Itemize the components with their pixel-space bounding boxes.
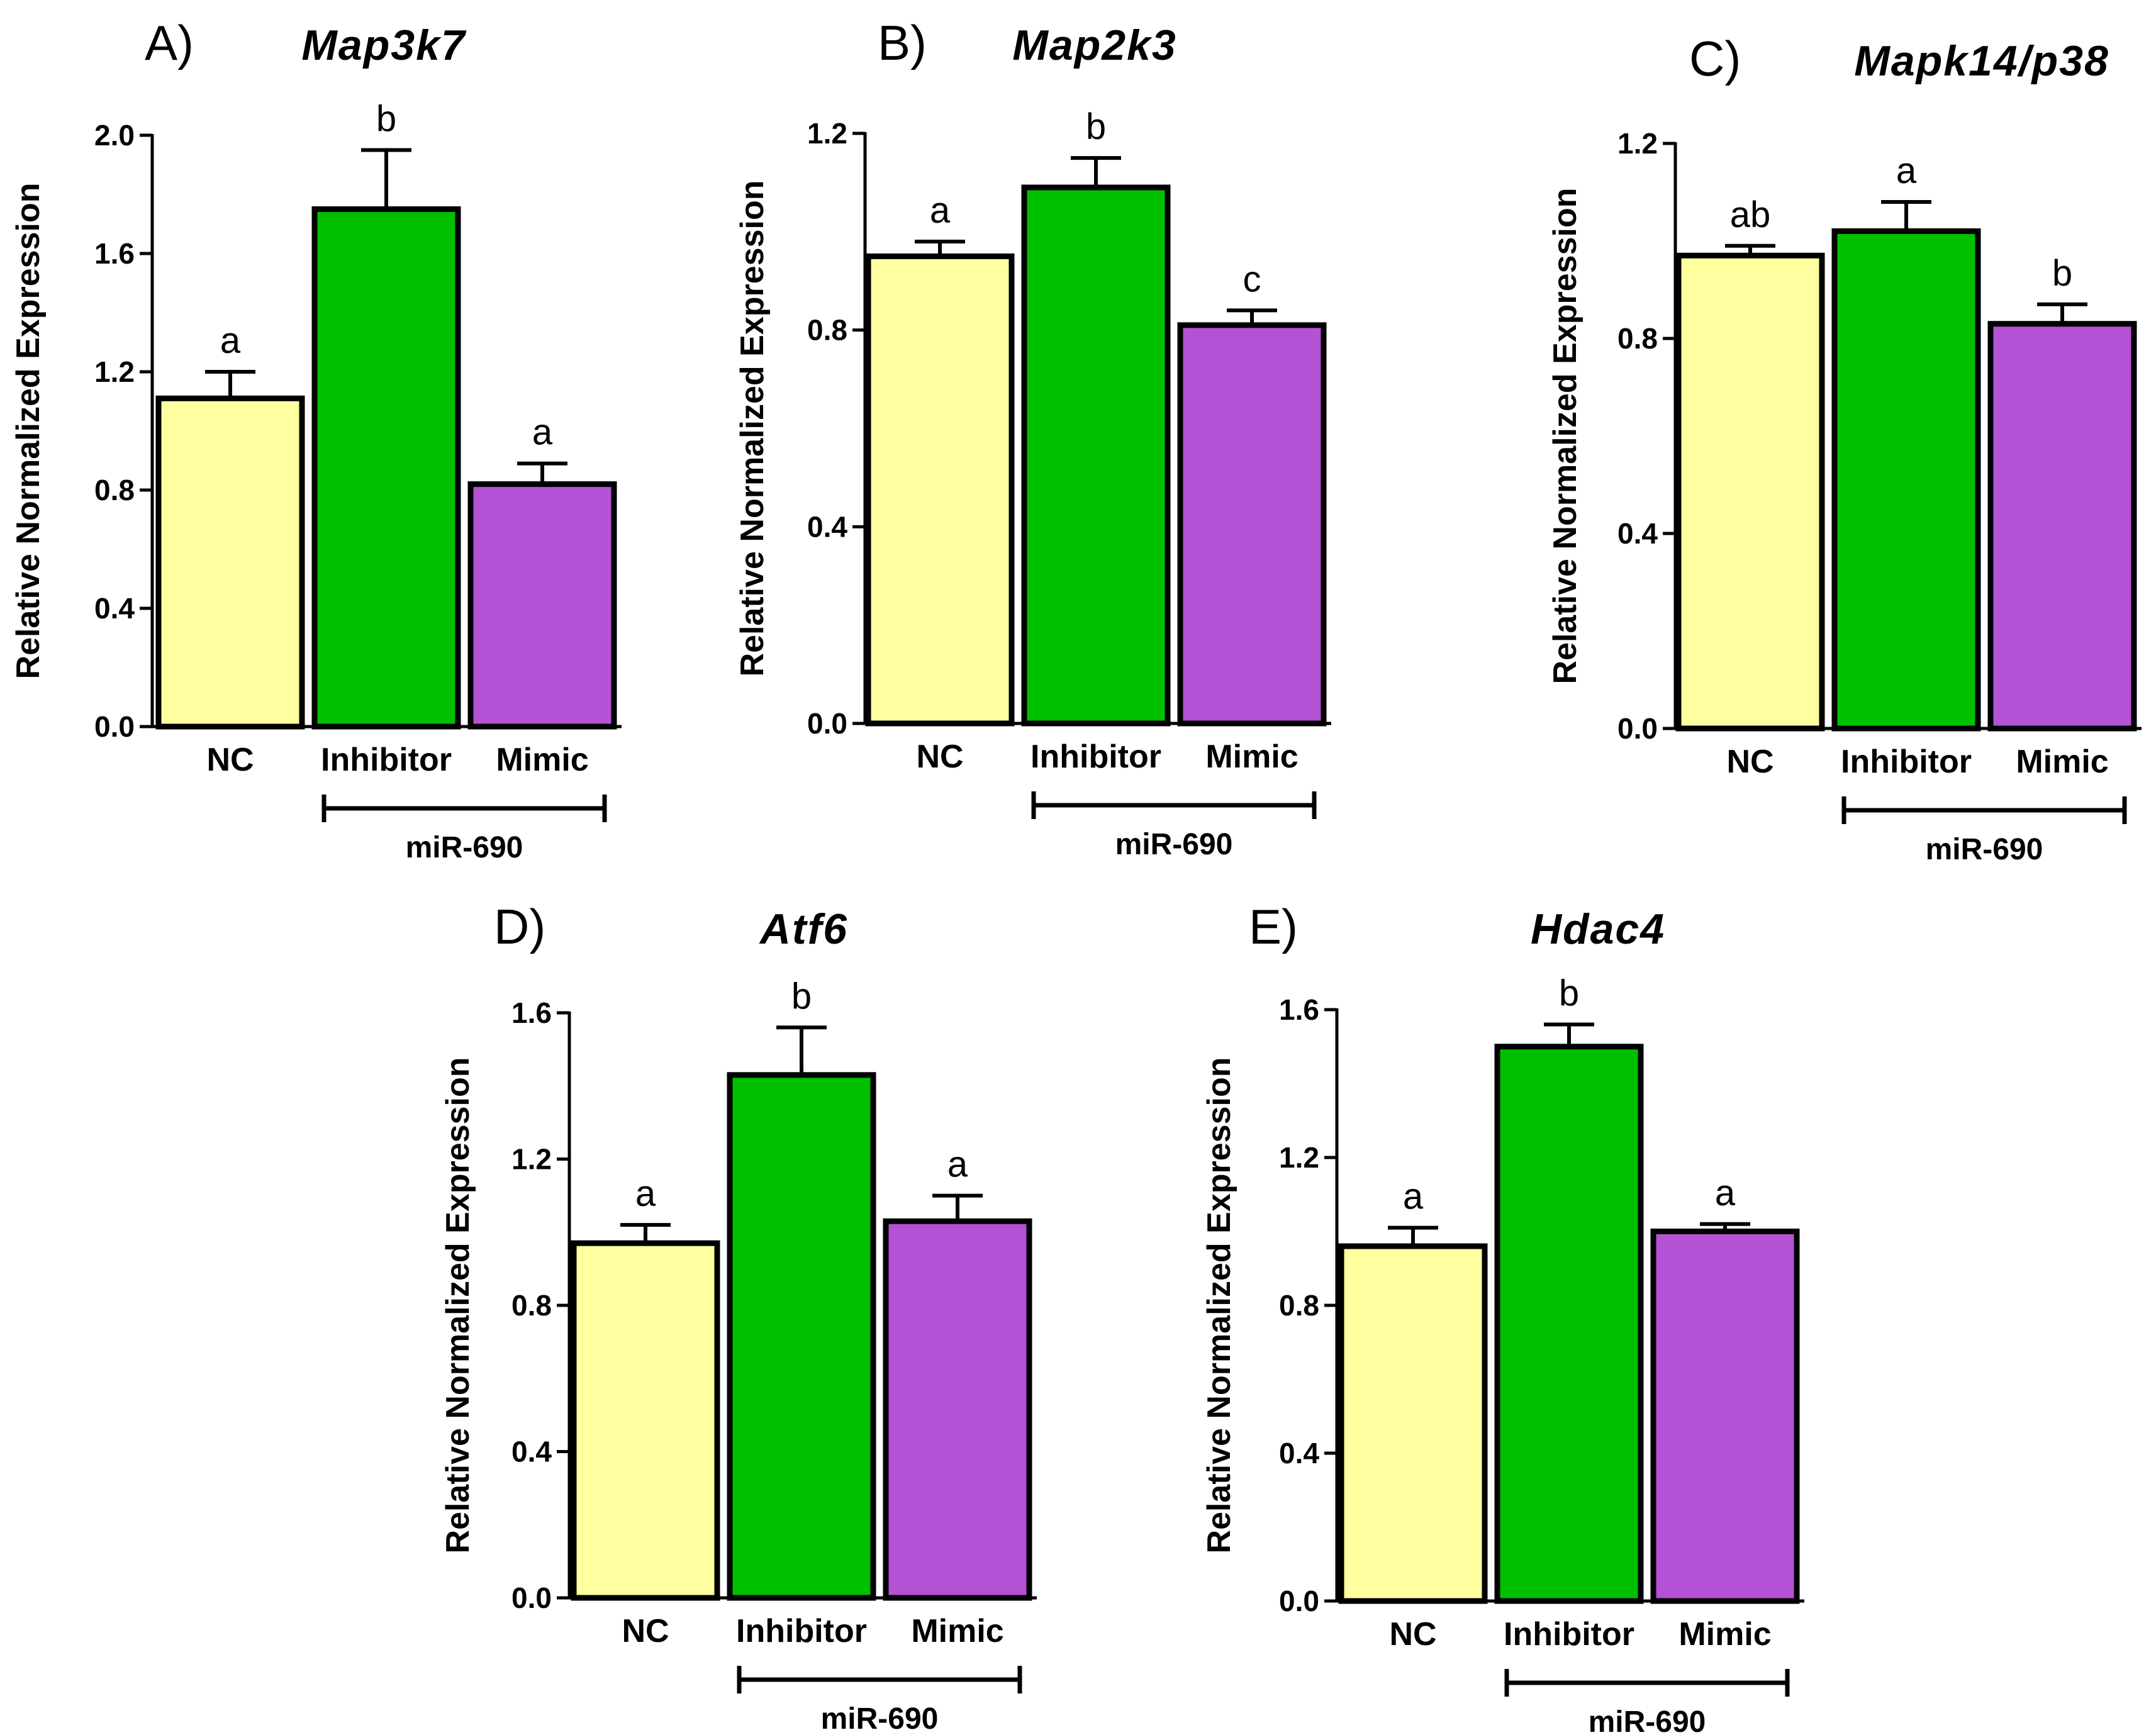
x-tick-label: Mimic <box>2016 744 2108 780</box>
bar-mimic <box>467 481 617 730</box>
chart-title: Mapk14/p38 <box>1854 37 2109 85</box>
y-tick-label: 0.4 <box>94 592 135 625</box>
bar-inhibitor <box>1831 228 1981 732</box>
significance-letter: b <box>1086 106 1106 147</box>
y-tick-label: 0.8 <box>1279 1289 1319 1322</box>
x-tick-label: NC <box>916 739 963 775</box>
chart-panel-e: E) Hdac4 Relative Normalized Expression 0.0… <box>1201 899 1804 1735</box>
bar-nc <box>865 253 1015 727</box>
x-tick-label: Mimic <box>1678 1616 1771 1653</box>
x-tick-label: Mimic <box>911 1613 1003 1649</box>
x-tick-label: Mimic <box>496 742 588 778</box>
y-tick-label: 0.8 <box>511 1289 552 1322</box>
group-label: miR-690 <box>1926 833 2043 866</box>
panel-letter: E) <box>1249 899 1298 954</box>
y-axis-label: Relative Normalized Expression <box>10 183 47 679</box>
significance-letter: c <box>1243 259 1261 299</box>
y-tick-label: 0.0 <box>511 1582 552 1614</box>
y-tick-label: 1.6 <box>511 996 552 1029</box>
chart-title: Map2k3 <box>1012 21 1176 69</box>
bar-mimic <box>1650 1229 1800 1604</box>
group-label: miR-690 <box>1589 1705 1706 1735</box>
significance-letter: a <box>532 412 553 453</box>
y-tick-label: 0.0 <box>94 710 135 743</box>
y-tick-label: 1.2 <box>1279 1141 1319 1174</box>
significance-letter: a <box>220 320 241 361</box>
significance-letter: a <box>947 1144 968 1185</box>
bar-nc <box>1338 1243 1488 1604</box>
bar-inhibitor <box>311 206 461 730</box>
y-tick-label: 0.4 <box>807 510 847 543</box>
y-tick-label: 1.6 <box>1279 993 1319 1026</box>
bar-inhibitor <box>727 1072 876 1601</box>
y-axis-label: Relative Normalized Expression <box>734 181 771 677</box>
x-tick-label: Mimic <box>1205 739 1298 775</box>
x-tick-label: Inhibitor <box>1841 744 1972 780</box>
bar-inhibitor <box>1494 1044 1644 1604</box>
y-tick-label: 0.8 <box>94 474 135 506</box>
y-tick-label: 0.0 <box>1279 1585 1319 1617</box>
significance-letter: ab <box>1730 194 1771 235</box>
significance-letter: b <box>791 976 812 1017</box>
chart-title: Hdac4 <box>1531 905 1665 953</box>
group-label: miR-690 <box>821 1702 939 1735</box>
x-tick-label: Inhibitor <box>1031 739 1161 775</box>
y-axis-label: Relative Normalized Expression <box>440 1057 476 1554</box>
significance-letter: a <box>1896 150 1917 191</box>
y-axis-label: Relative Normalized Expression <box>1201 1057 1237 1554</box>
y-tick-label: 0.8 <box>807 314 847 347</box>
x-tick-label: Inhibitor <box>1504 1616 1634 1653</box>
x-tick-label: NC <box>1726 744 1773 780</box>
group-label: miR-690 <box>1115 828 1233 861</box>
x-tick-label: NC <box>1389 1616 1436 1653</box>
y-tick-label: 0.4 <box>1617 517 1658 550</box>
significance-letter: b <box>1559 973 1579 1014</box>
chart-panel-d: D) Atf6 Relative Normalized Expression 0.0 0… <box>440 899 1037 1735</box>
chart-panel-b: B) Map2k3 Relative Normalized Expression 0.… <box>734 15 1331 861</box>
significance-letter: a <box>1715 1173 1736 1213</box>
bar-nc <box>155 395 305 730</box>
y-axis-label: Relative Normalized Expression <box>1547 188 1583 684</box>
chart-panel-a: A) Map3k7 Relative Normalized Expression 0.… <box>10 15 622 864</box>
bar-mimic <box>1987 321 2137 732</box>
bar-nc <box>571 1240 720 1601</box>
bar-nc <box>1675 252 1825 732</box>
x-tick-label: NC <box>622 1613 669 1649</box>
x-tick-label: Inhibitor <box>736 1613 867 1649</box>
significance-letter: b <box>376 99 396 140</box>
y-tick-label: 0.4 <box>1279 1437 1319 1470</box>
y-tick-label: 0.8 <box>1617 322 1658 355</box>
panel-letter: D) <box>494 899 545 954</box>
group-label: miR-690 <box>406 831 523 864</box>
significance-letter: a <box>635 1173 656 1214</box>
x-tick-label: Inhibitor <box>321 742 452 778</box>
bar-mimic <box>1177 322 1327 727</box>
y-tick-label: 1.6 <box>94 237 135 270</box>
y-tick-label: 0.0 <box>807 707 847 740</box>
panel-letter: B) <box>878 15 927 70</box>
chart-title: Atf6 <box>759 905 848 953</box>
y-tick-label: 1.2 <box>94 355 135 388</box>
bar-inhibitor <box>1021 184 1171 727</box>
significance-letter: a <box>1403 1176 1424 1217</box>
y-tick-label: 1.2 <box>511 1143 552 1176</box>
significance-letter: b <box>2052 253 2072 294</box>
y-tick-label: 0.4 <box>511 1436 552 1468</box>
chart-title: Map3k7 <box>301 21 467 69</box>
significance-letter: a <box>930 190 951 231</box>
y-tick-label: 1.2 <box>807 117 847 150</box>
panel-letter: C) <box>1689 31 1741 86</box>
x-tick-label: NC <box>206 742 254 778</box>
chart-panel-c: C) Mapk14/p38 Relative Normalized Expressi… <box>1547 31 2142 866</box>
y-tick-label: 2.0 <box>94 119 135 152</box>
y-tick-label: 0.0 <box>1617 712 1658 745</box>
y-tick-label: 1.2 <box>1617 127 1658 160</box>
panel-letter: A) <box>145 15 194 70</box>
bar-mimic <box>883 1218 1032 1601</box>
